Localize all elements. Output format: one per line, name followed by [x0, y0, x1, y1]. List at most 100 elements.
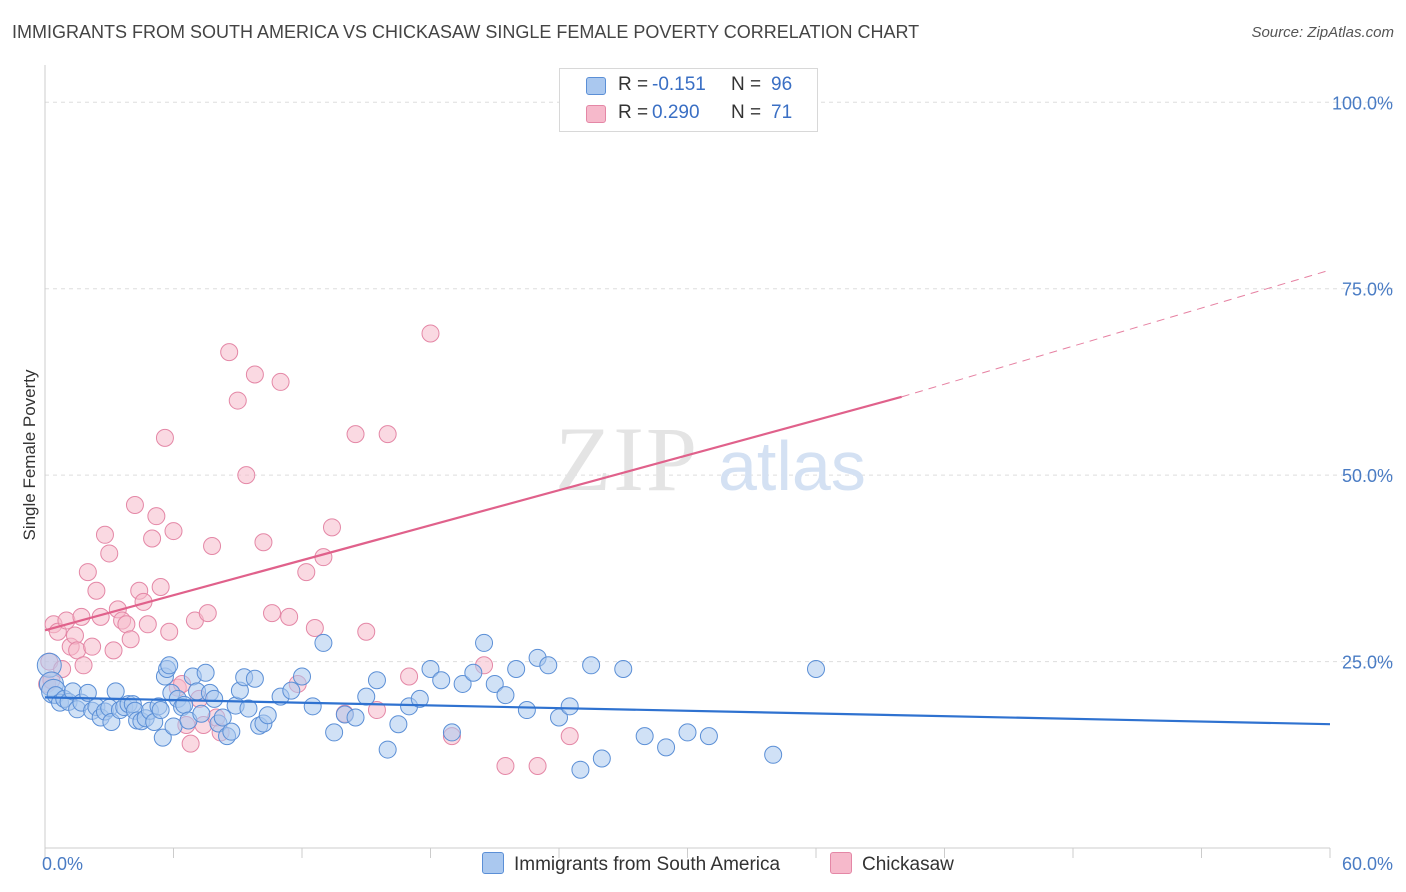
chickasaw-point [138, 615, 157, 634]
south-america-point [389, 715, 408, 734]
south-america-point [282, 681, 301, 700]
south-america-point [432, 671, 451, 690]
legend-r-value: 0.290 [652, 102, 700, 123]
south-america-point [475, 633, 494, 652]
legend-swatch-blue [586, 77, 606, 95]
south-america-point [205, 689, 224, 708]
chickasaw-point [322, 518, 341, 537]
south-america-point [151, 701, 170, 720]
chickasaw-point [271, 372, 290, 391]
bottom-legend-swatch-pink [830, 852, 852, 874]
south-america-point [453, 674, 472, 693]
south-america-point [175, 695, 194, 714]
south-america-point [485, 674, 504, 693]
south-america-point [245, 669, 264, 688]
bottom-legend-label: Chickasaw [862, 854, 954, 875]
chickasaw-point [305, 619, 324, 638]
chickasaw-point [496, 756, 515, 775]
chickasaw-point [104, 641, 123, 660]
south-america-point [517, 701, 536, 720]
chickasaw-point [237, 466, 256, 485]
chickasaw-point [421, 324, 440, 343]
chickasaw-point [125, 495, 144, 514]
legend-n-label: N = [731, 74, 762, 95]
south-america-point [507, 660, 526, 679]
south-america-point [367, 671, 386, 690]
chickasaw-point [314, 548, 333, 567]
y-axis-label: Single Female Poverty [20, 369, 39, 541]
south-america-point [153, 728, 172, 747]
south-america-point [293, 667, 311, 686]
watermark: ZIP atlas [555, 408, 866, 510]
legend-r-label: R = [618, 74, 649, 95]
bottom-legend-swatch-blue [482, 852, 504, 874]
south-america-point [196, 663, 215, 682]
chickasaw-point [100, 544, 119, 563]
chickasaw-point [65, 626, 84, 645]
y-tick-label: 100.0% [1332, 93, 1393, 113]
stats-legend: R = -0.151 N = 96 R = 0.290 N = 71 [559, 68, 818, 132]
bottom-legend-chickasaw: Chickasaw [830, 852, 954, 876]
south-america-point [807, 660, 825, 679]
south-america-point [657, 738, 676, 757]
chickasaw-point [228, 391, 247, 410]
south-america-point [346, 708, 365, 727]
south-america-point [678, 723, 697, 742]
chickasaw-point [254, 533, 273, 552]
source-credit: Source: ZipAtlas.com [1251, 24, 1394, 41]
chickasaw-point [121, 630, 140, 649]
chickasaw-point [160, 622, 179, 641]
chickasaw-point [245, 365, 264, 384]
south-america-point [314, 633, 333, 652]
watermark-atlas: atlas [718, 427, 866, 505]
chickasaw-point [367, 701, 386, 720]
bottom-legend-label: Immigrants from South America [514, 854, 781, 875]
chickasaw-point [297, 563, 316, 582]
axes [44, 65, 1331, 858]
south-america-point [592, 749, 611, 768]
trend-lines [44, 269, 1331, 726]
chickasaw-point [151, 578, 170, 596]
chickasaw-point [357, 622, 376, 641]
y-tick-label: 25.0% [1342, 653, 1393, 673]
bottom-legend-south-america: Immigrants from South America [482, 852, 780, 876]
chickasaw-point [83, 637, 102, 656]
chickasaw-point [143, 529, 162, 548]
chickasaw-point [378, 425, 397, 444]
chickasaw-trend-extension [901, 269, 1331, 398]
chickasaw-point [95, 525, 114, 544]
y-tick-label: 50.0% [1342, 466, 1393, 486]
south-america-point [539, 656, 558, 675]
south-america-point [410, 689, 429, 708]
chickasaw-point [203, 536, 222, 555]
south-america-point [325, 723, 344, 742]
y-tick-labels: 25.0% 50.0% 75.0% 100.0% [1332, 93, 1393, 672]
south-america-point [357, 687, 376, 706]
chickasaw-point [155, 428, 174, 447]
legend-n-value: 96 [771, 74, 793, 95]
south-america-point [213, 708, 232, 727]
legend-n-value: 71 [771, 102, 793, 123]
legend-n-label: N = [731, 102, 762, 123]
south-america-point [582, 656, 601, 675]
south-america-point [464, 663, 483, 682]
south-america-point [496, 686, 515, 705]
chickasaw-point [164, 522, 183, 541]
x-tick-label-max: 60.0% [1342, 854, 1393, 874]
south-america-point [164, 717, 183, 736]
chickasaw-point [263, 604, 282, 623]
south-america-point [421, 660, 440, 679]
chickasaw-point [78, 563, 97, 582]
chickasaw-point [198, 604, 217, 623]
chickasaw-point [400, 667, 419, 686]
chickasaw-point [346, 425, 365, 444]
chickasaw-point [87, 581, 106, 600]
south-america-point [303, 697, 322, 716]
south-america-point [222, 722, 241, 741]
chart-title: IMMIGRANTS FROM SOUTH AMERICA VS CHICKAS… [12, 22, 920, 42]
south-america-point [106, 682, 125, 701]
chickasaw-point [74, 656, 93, 675]
chickasaw-trend-line [44, 395, 902, 632]
chickasaw-point [220, 343, 239, 362]
